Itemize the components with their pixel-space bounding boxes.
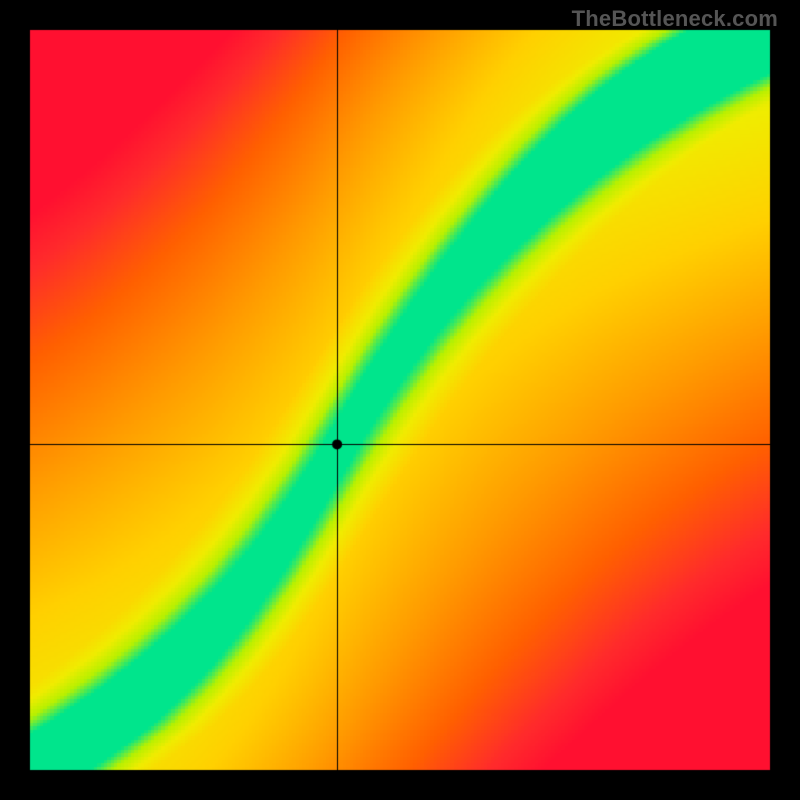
watermark-text: TheBottleneck.com <box>572 6 778 32</box>
bottleneck-heatmap <box>0 0 800 800</box>
chart-container: TheBottleneck.com <box>0 0 800 800</box>
